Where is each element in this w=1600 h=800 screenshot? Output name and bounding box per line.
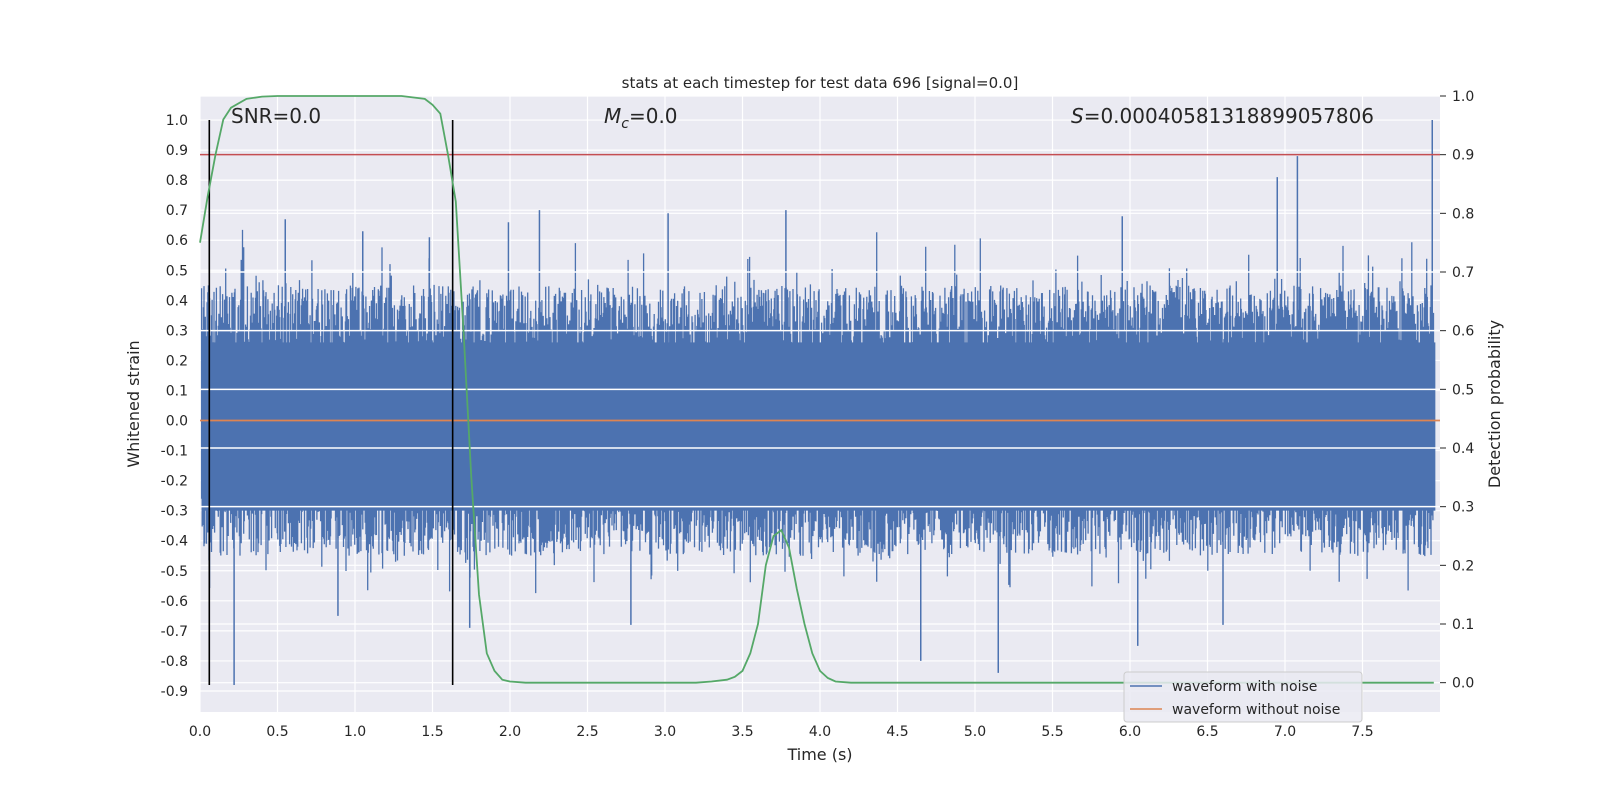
x-tick-label: 7.5 (1351, 724, 1373, 740)
mc-subscript: c (621, 116, 629, 132)
y-tick-label-left: 1.0 (166, 113, 188, 129)
y-tick-label-left: -0.9 (161, 684, 188, 700)
y-tick-label-left: -0.1 (161, 444, 188, 460)
y-axis-label-right: Detection probability (1485, 320, 1504, 488)
x-tick-label: 5.5 (1041, 724, 1063, 740)
x-tick-label: 4.5 (886, 724, 908, 740)
overlay-grid (200, 271, 1440, 508)
y-tick-label-left: 0.6 (166, 233, 188, 249)
y-tick-label-left: 0.2 (166, 353, 188, 369)
y-tick-label-left: -0.7 (161, 624, 188, 640)
y-tick-label-left: 0.5 (166, 263, 188, 279)
y-tick-label-left: 0.3 (166, 323, 188, 339)
waveform-with-noise-core (203, 342, 1436, 511)
x-tick-label: 1.0 (344, 724, 366, 740)
y-tick-label-left: -0.8 (161, 654, 188, 670)
x-tick-label: 3.0 (654, 724, 676, 740)
y-tick-label-right: 0.0 (1452, 676, 1474, 692)
tick-labels: 0.0 0.5 1.0 1.5 2.0 2.5 3.0 3.5 4.0 4.5 5.0 5.5 6.0 6… (161, 89, 1475, 740)
x-tick-label: 1.5 (421, 724, 443, 740)
x-tick-label: 3.5 (731, 724, 753, 740)
y-tick-label-right: 1.0 (1452, 89, 1474, 105)
legend-label-waveform-without-noise: waveform without noise (1172, 702, 1340, 718)
y-tick-label-left: -0.3 (161, 504, 188, 520)
y-tick-label-right: 0.7 (1452, 265, 1474, 281)
waveform-with-noise-series (200, 120, 1436, 685)
s-symbol: S (1071, 104, 1084, 128)
y-tick-label-left: 0.9 (166, 143, 188, 159)
y-tick-label-right: 0.2 (1452, 558, 1474, 574)
mc-annotation: Mc=0.0 (604, 104, 678, 132)
y-tick-label-left: 0.8 (166, 173, 188, 189)
y-tick-label-left: -0.4 (161, 534, 188, 550)
x-tick-label: 4.0 (809, 724, 831, 740)
snr-annotation: SNR=0.0 (231, 104, 321, 128)
y-tick-label-left: -0.2 (161, 474, 188, 490)
mc-value: =0.0 (629, 104, 678, 128)
legend-label-waveform-with-noise: waveform with noise (1172, 679, 1317, 695)
mc-symbol: M (604, 104, 621, 128)
legend: waveform with noise waveform without noi… (1123, 671, 1363, 723)
detection-probability-line (199, 95, 1434, 684)
x-axis-label: Time (s) (786, 745, 852, 764)
y-tick-label-left: 0.0 (166, 414, 188, 430)
chart-title: stats at each timestep for test data 696… (622, 74, 1019, 92)
s-annotation: S=0.00040581318899057806 (1071, 104, 1374, 128)
y-tick-label-left: -0.5 (161, 564, 188, 580)
x-tick-label: 7.0 (1274, 724, 1296, 740)
y-axis-label-left: Whitened strain (124, 340, 143, 467)
x-tick-label: 2.5 (576, 724, 598, 740)
y-tick-label-right: 0.5 (1452, 382, 1474, 398)
y-tick-label-left: 0.1 (166, 383, 188, 399)
y-tick-label-right: 0.4 (1452, 441, 1474, 457)
y-tick-label-right: 0.9 (1452, 148, 1474, 164)
y-tick-label-left: 0.4 (166, 293, 188, 309)
y-tick-label-right: 0.3 (1452, 500, 1474, 516)
x-tick-label: 6.5 (1196, 724, 1218, 740)
s-value: =0.00040581318899057806 (1084, 104, 1374, 128)
x-tick-label: 0.0 (189, 724, 211, 740)
x-tick-label: 2.0 (499, 724, 521, 740)
y-tick-label-left: 0.7 (166, 203, 188, 219)
x-tick-label: 6.0 (1119, 724, 1141, 740)
y-tick-label-right: 0.6 (1452, 324, 1474, 340)
x-tick-label: 0.5 (266, 724, 288, 740)
y-tick-label-right: 0.8 (1452, 206, 1474, 222)
series-layer (199, 95, 1440, 685)
y-tick-label-right: 0.1 (1452, 617, 1474, 633)
x-tick-label: 5.0 (964, 724, 986, 740)
y-tick-label-left: -0.6 (161, 594, 188, 610)
legend-box (1123, 671, 1363, 723)
